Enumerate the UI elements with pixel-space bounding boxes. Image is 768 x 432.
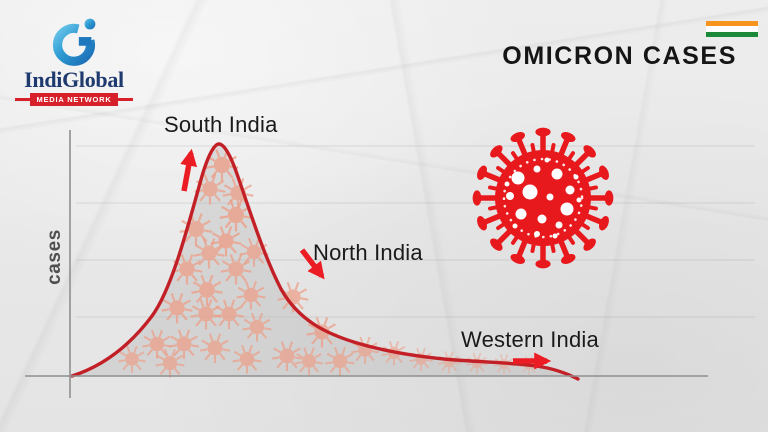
- flag-green-stripe: [706, 31, 758, 37]
- page-title: OMICRON CASES: [502, 42, 737, 70]
- axes: [25, 130, 708, 398]
- north-india-label: North India: [313, 240, 423, 265]
- flag-white-stripe: [706, 26, 758, 32]
- band-line-right: [117, 98, 133, 102]
- indiglobal-g-icon: [52, 18, 96, 66]
- y-axis-label: cases: [44, 229, 65, 285]
- india-flag-icon: [706, 21, 758, 37]
- indiglobal-logo: IndiGlobal MEDIA NETWORK: [12, 10, 136, 107]
- cases-curve: [70, 142, 580, 381]
- north-arrow: [299, 248, 325, 280]
- indiglobal-logo-tagline: MEDIA NETWORK: [30, 93, 118, 107]
- annotation-arrows: [180, 148, 552, 370]
- indiglobal-logo-band: MEDIA NETWORK: [15, 93, 133, 107]
- indiglobal-logo-name: IndiGlobal: [24, 67, 124, 92]
- flag-saffron-stripe: [706, 21, 758, 27]
- south-arrow: [180, 148, 198, 192]
- south-india-label: South India: [164, 112, 278, 137]
- curve-area-fill: [72, 144, 578, 379]
- western-india-label: Western India: [461, 327, 599, 352]
- band-line-left: [15, 98, 31, 102]
- coronavirus-icon: [472, 127, 614, 269]
